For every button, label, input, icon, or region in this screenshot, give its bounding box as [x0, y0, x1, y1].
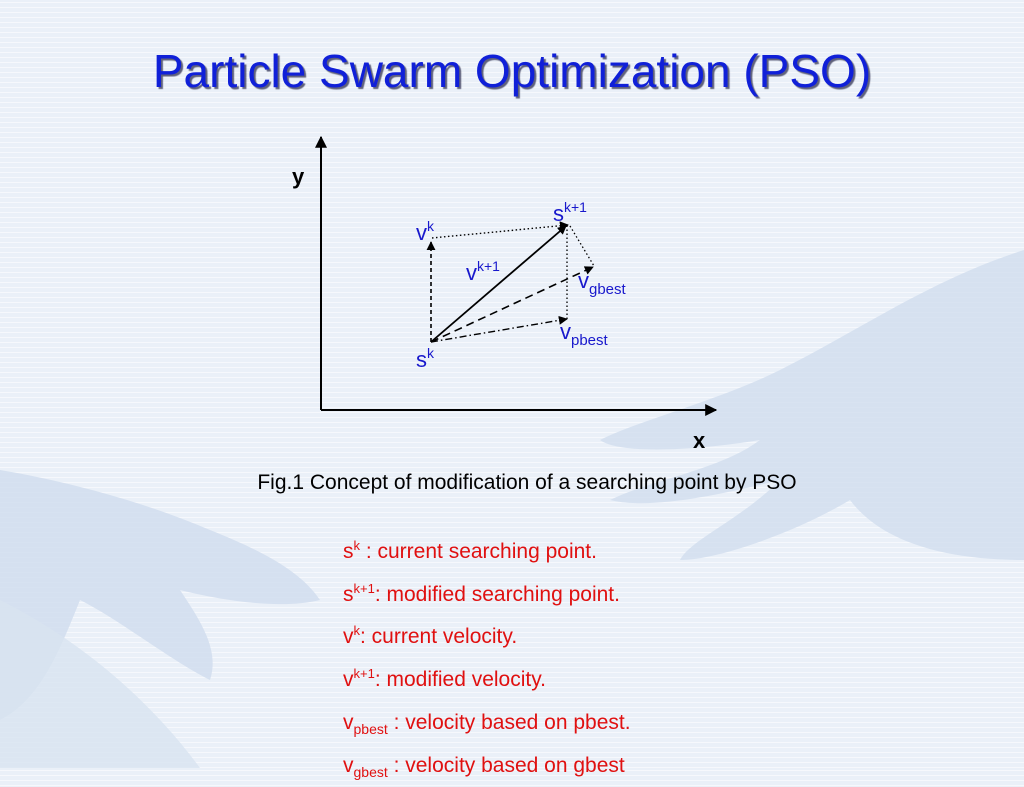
skp1-to-vgbest-dotted — [569, 225, 595, 267]
symbol-legend: sk : current searching point. sk+1: modi… — [343, 531, 631, 787]
label-vkp1: vk+1 — [466, 258, 500, 285]
vk-to-skp1-dotted — [431, 221, 569, 239]
vgbest-vector — [430, 266, 594, 343]
label-vgbest: vgbest — [578, 268, 626, 298]
slide-title: Particle Swarm Optimization (PSO) — [152, 45, 872, 97]
label-skp1: sk+1 — [553, 199, 587, 226]
legend-item: vk+1: modified velocity. — [343, 666, 547, 692]
vkp1-vector — [430, 225, 567, 343]
legend-item: vgbest : velocity based on gbest — [343, 753, 625, 780]
figure-caption: Fig.1 Concept of modification of a searc… — [257, 471, 797, 494]
y-axis-label: y — [292, 164, 305, 189]
legend-item: vk: current velocity. — [343, 623, 518, 649]
legend-item: vpbest : velocity based on pbest. — [343, 710, 631, 737]
legend-item: sk+1: modified searching point. — [343, 580, 620, 606]
label-vk: vk — [416, 218, 434, 245]
label-sk: sk — [416, 345, 434, 372]
vpbest-vector — [430, 315, 568, 343]
x-axis-label: x — [693, 428, 706, 453]
legend-item: sk : current searching point. — [343, 538, 597, 563]
pso-vector-diagram — [315, 135, 718, 416]
label-vpbest: vpbest — [560, 319, 608, 349]
background-hands-image — [0, 250, 1024, 768]
